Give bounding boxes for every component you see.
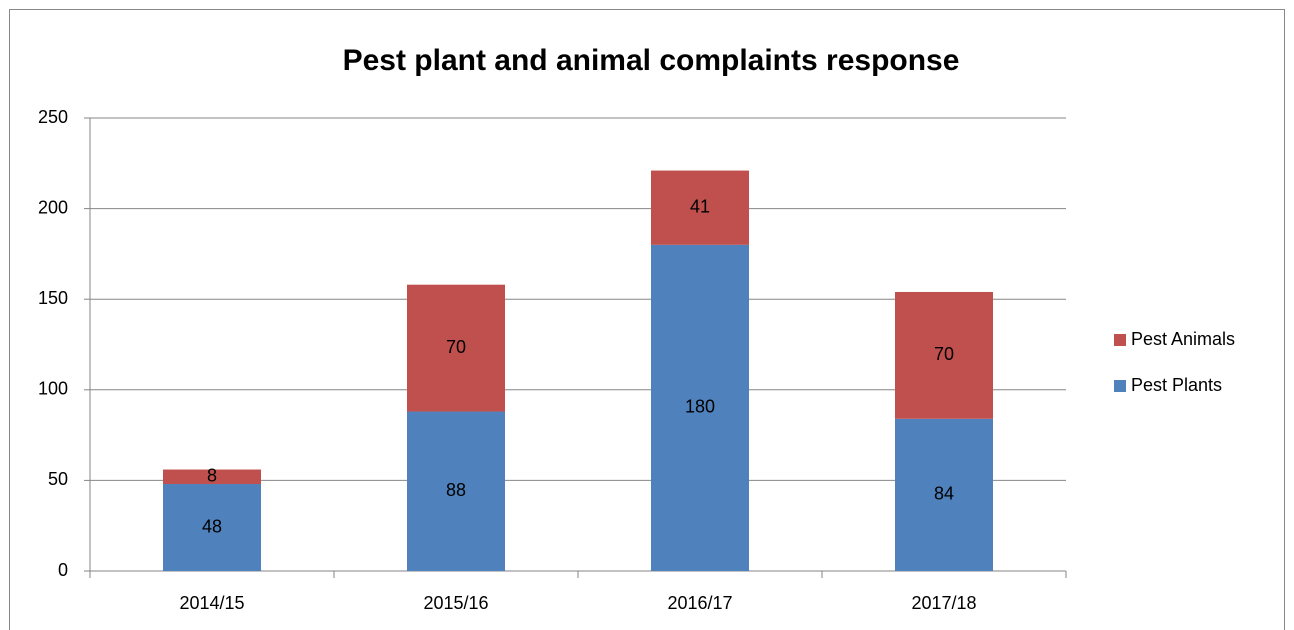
data-label: 84	[934, 484, 954, 504]
bar-segment	[163, 484, 261, 571]
y-tick-label: 50	[48, 469, 68, 489]
data-label: 70	[934, 344, 954, 364]
bar-segment	[651, 170, 749, 245]
x-tick-label: 2017/18	[911, 593, 976, 613]
data-label: 180	[685, 397, 715, 417]
bar-segment	[163, 469, 261, 485]
bar-segment	[895, 291, 993, 419]
data-label: 8	[207, 466, 217, 486]
legend-label: Pest Plants	[1131, 375, 1222, 395]
bar-segment	[407, 284, 505, 412]
x-tick-label: 2014/15	[179, 593, 244, 613]
y-tick-label: 250	[38, 107, 68, 127]
legend-key	[1114, 380, 1126, 392]
y-tick-label: 200	[38, 197, 68, 217]
x-tick-label: 2016/17	[667, 593, 732, 613]
y-tick-label: 150	[38, 288, 68, 308]
y-tick-label: 0	[58, 560, 68, 580]
data-label: 88	[446, 480, 466, 500]
bar-segment	[651, 244, 749, 571]
data-label: 70	[446, 337, 466, 357]
bar-segment	[895, 418, 993, 571]
x-tick-label: 2015/16	[423, 593, 488, 613]
legend-label: Pest Animals	[1131, 329, 1235, 349]
chart-title: Pest plant and animal complaints respons…	[343, 44, 960, 77]
bar-segment	[407, 411, 505, 571]
y-tick-label: 100	[38, 379, 68, 399]
legend-key	[1114, 334, 1126, 346]
data-label: 41	[690, 196, 710, 216]
data-label: 48	[202, 516, 222, 536]
